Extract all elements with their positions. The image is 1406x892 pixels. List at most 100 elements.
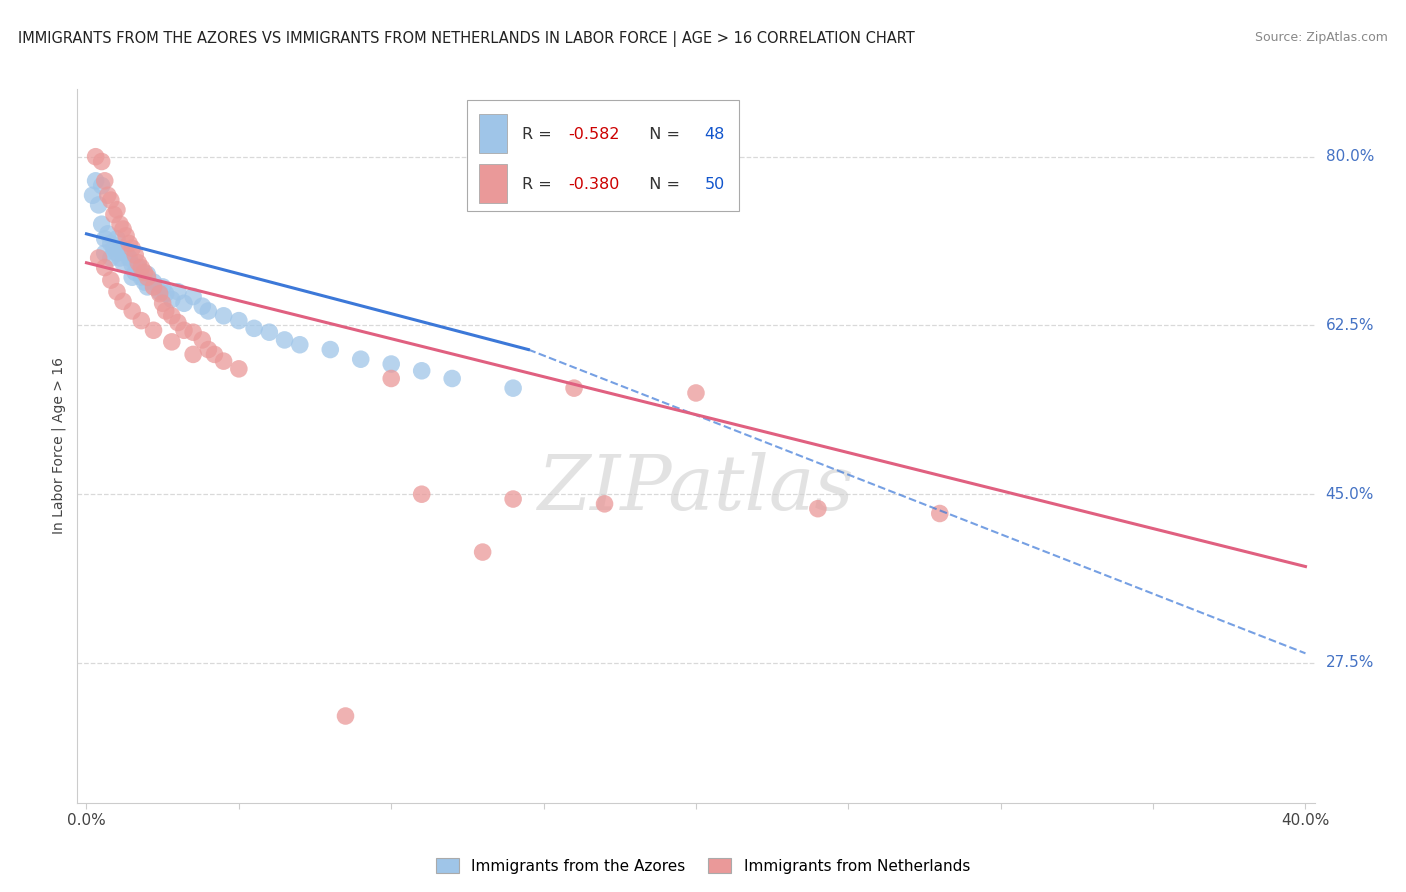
Point [124,265,146,279]
Point [127,256,149,270]
Point [87,198,110,212]
Text: 27.5%: 27.5% [1326,656,1374,671]
Point [228,362,250,376]
Point [105,285,128,299]
Point [173,296,195,310]
Text: ZIPatlas: ZIPatlas [537,452,855,525]
Point [167,285,190,299]
Point [807,501,830,516]
Point [90,217,112,231]
Point [471,545,494,559]
Point [84,174,107,188]
Point [112,294,135,309]
Point [191,299,214,313]
Point [288,337,311,351]
Text: N =: N = [640,177,685,192]
Point [155,286,177,301]
Text: Source: ZipAtlas.com: Source: ZipAtlas.com [1254,31,1388,45]
Text: 62.5%: 62.5% [1326,318,1374,333]
Point [181,325,204,339]
Point [181,289,204,303]
Point [100,193,122,207]
Point [97,227,120,241]
Point [191,333,214,347]
Point [173,323,195,337]
Text: 48: 48 [704,127,725,142]
FancyBboxPatch shape [479,114,506,153]
FancyBboxPatch shape [467,100,740,211]
Point [259,325,281,339]
Text: -0.380: -0.380 [568,177,620,192]
Point [121,258,143,272]
Point [90,178,112,193]
Point [380,371,402,385]
Point [115,228,138,243]
Point [562,381,585,395]
Point [108,251,131,265]
Point [212,354,235,368]
Point [149,286,172,301]
Point [273,333,295,347]
Point [105,246,128,260]
Point [131,260,153,275]
Point [118,251,141,265]
Point [502,491,524,506]
Text: N =: N = [640,127,685,142]
Point [411,487,433,501]
Point [593,497,616,511]
Point [197,304,219,318]
Point [152,296,174,310]
Point [103,241,125,255]
Text: -0.582: -0.582 [568,127,620,142]
Text: 50: 50 [704,177,725,192]
Point [103,208,125,222]
Point [108,217,131,231]
Text: R =: R = [522,127,557,142]
Point [134,275,156,289]
Point [160,293,183,307]
Point [112,241,135,255]
Point [212,309,235,323]
Point [136,270,159,285]
Point [411,364,433,378]
Point [228,313,250,327]
Point [87,251,110,265]
Point [160,334,183,349]
Point [167,316,190,330]
Point [142,323,165,337]
Point [502,381,524,395]
Point [131,313,153,327]
Point [112,222,135,236]
Point [105,202,128,217]
Point [97,188,120,202]
Point [136,268,159,282]
Point [152,280,174,294]
Point [181,347,204,361]
Text: IMMIGRANTS FROM THE AZORES VS IMMIGRANTS FROM NETHERLANDS IN LABOR FORCE | AGE >: IMMIGRANTS FROM THE AZORES VS IMMIGRANTS… [18,31,915,47]
Point [204,347,226,361]
Y-axis label: In Labor Force | Age > 16: In Labor Force | Age > 16 [52,358,66,534]
Point [136,280,159,294]
Point [100,251,122,265]
Point [441,371,464,385]
Point [100,236,122,251]
Point [121,241,143,255]
Point [84,150,107,164]
Point [131,270,153,285]
Point [155,304,177,318]
Point [142,280,165,294]
Point [160,309,183,323]
FancyBboxPatch shape [479,164,506,203]
Point [149,285,172,299]
Point [142,275,165,289]
Point [82,188,104,202]
Point [243,321,266,335]
Point [685,386,707,401]
Point [94,174,117,188]
Point [90,154,112,169]
Text: R =: R = [522,177,557,192]
Point [112,256,135,270]
Point [121,304,143,318]
Text: 80.0%: 80.0% [1326,149,1374,164]
Point [94,260,117,275]
